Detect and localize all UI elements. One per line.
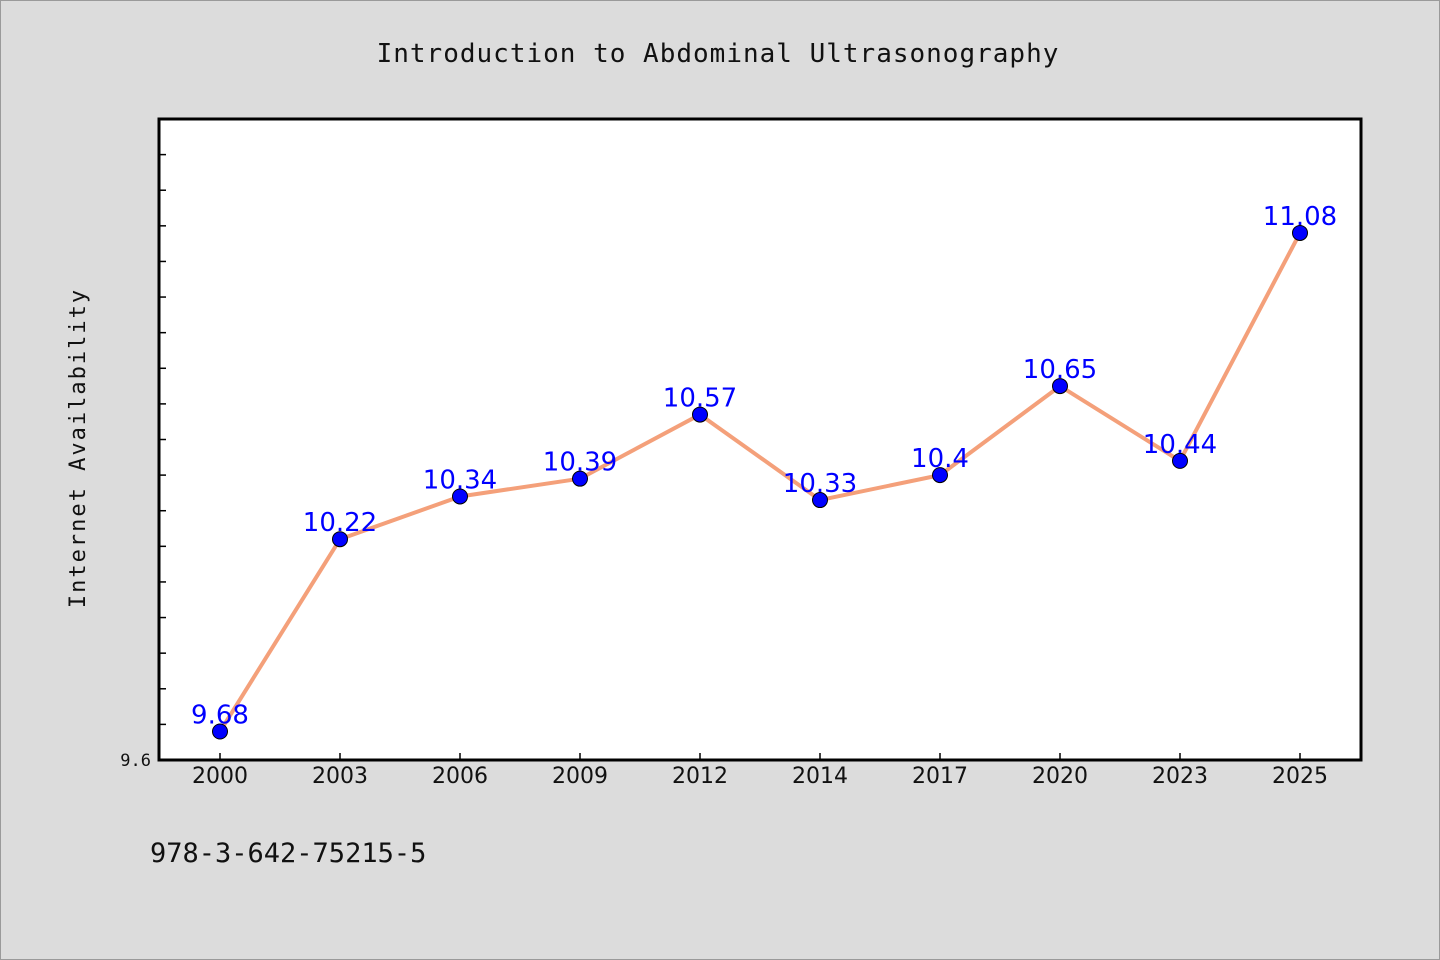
chart-title: Introduction to Abdominal Ultrasonograph… bbox=[377, 39, 1060, 69]
data-label: 10.44 bbox=[1143, 430, 1217, 460]
x-tick-label: 2003 bbox=[312, 764, 368, 789]
plot-area bbox=[157, 117, 1363, 762]
data-point bbox=[692, 406, 708, 423]
data-label: 10.39 bbox=[543, 448, 617, 478]
data-point bbox=[1052, 378, 1068, 395]
data-point bbox=[812, 492, 828, 509]
x-tick-label: 2014 bbox=[792, 764, 848, 789]
x-tick-label: 2017 bbox=[912, 764, 968, 789]
data-label: 10.22 bbox=[303, 508, 377, 538]
data-label: 10.4 bbox=[911, 444, 969, 474]
y-axis-label: Internet Availability bbox=[66, 288, 91, 608]
x-tick-label: 2023 bbox=[1152, 764, 1208, 789]
data-label: 10.33 bbox=[783, 469, 857, 499]
data-point bbox=[212, 723, 228, 740]
x-tick-label: 2000 bbox=[192, 764, 248, 789]
x-tick-label: 2006 bbox=[432, 764, 488, 789]
data-label: 10.65 bbox=[1023, 355, 1097, 385]
data-point bbox=[932, 467, 948, 484]
x-tick-label: 2009 bbox=[552, 764, 608, 789]
data-point bbox=[452, 488, 468, 505]
data-point bbox=[572, 470, 588, 487]
data-point bbox=[1172, 452, 1188, 469]
isbn-footer: 978-3-642-75215-5 bbox=[150, 838, 426, 869]
data-label: 10.57 bbox=[663, 384, 737, 414]
x-axis-ticks: 2000 2003 2006 2009 2012 2014 2017 2020 2023 2025 bbox=[192, 753, 1328, 789]
data-label: 11.08 bbox=[1263, 202, 1337, 232]
x-tick-label: 2025 bbox=[1272, 764, 1328, 789]
data-label: 9.68 bbox=[191, 701, 249, 731]
series-line bbox=[218, 230, 1302, 734]
data-label: 10.34 bbox=[423, 465, 497, 495]
x-tick-label: 2020 bbox=[1032, 764, 1088, 789]
y-tick-label: 9.6 bbox=[120, 751, 151, 771]
series-line-group: 9.68 10.22 10.34 10.39 10.57 10.33 10.4 10.65 10… bbox=[191, 202, 1337, 740]
data-point bbox=[1292, 224, 1308, 241]
data-point bbox=[332, 531, 348, 548]
x-tick-label: 2012 bbox=[672, 764, 728, 789]
y-axis-ticks: 9.6 bbox=[120, 153, 166, 771]
